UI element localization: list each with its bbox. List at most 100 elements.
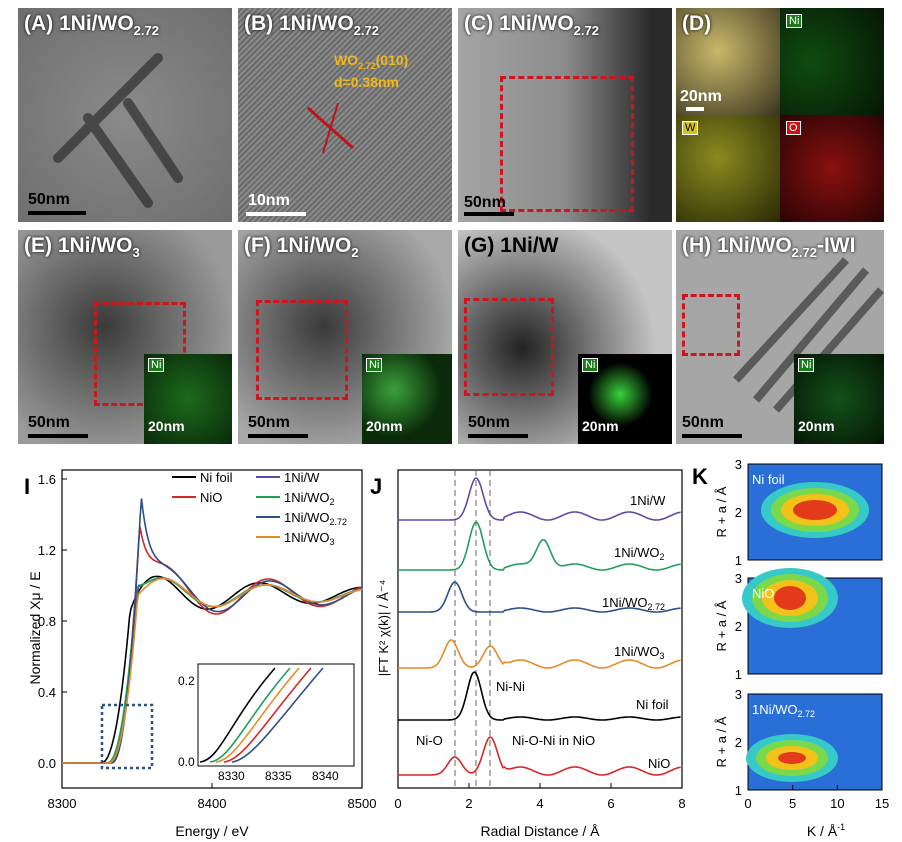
xtick-i-0: 8300 <box>48 796 77 811</box>
panel-label-g: (G) 1Ni/W <box>464 234 559 257</box>
panel-c: (C) 1Ni/WO2.72 50nm <box>458 8 672 222</box>
curve-ni-foil <box>62 575 362 764</box>
lattice-image <box>307 102 354 154</box>
axis-xlabel-i: Energy / eV <box>175 823 249 839</box>
ytick-k-0-2: 3 <box>735 457 742 472</box>
panel-label-c: (C) 1Ni/WO2.72 <box>464 12 599 39</box>
xtick-k-1: 5 <box>789 796 796 811</box>
panel-g: (G) 1Ni/W Ni 20nm 50nm <box>458 230 672 444</box>
selection-box-g <box>464 298 554 396</box>
ft-curve-1ni-wo272 <box>398 581 681 613</box>
selection-box-c <box>500 76 634 212</box>
map-label-k-0: Ni foil <box>752 472 785 487</box>
ft-curve-1ni-wo2 <box>398 521 681 571</box>
legend-1ni-wo2: 1Ni/WO2 <box>284 490 335 507</box>
ytick-i-0: 0.0 <box>38 756 56 771</box>
legend-1ni-wo3: 1Ni/WO3 <box>284 530 335 547</box>
xtick-j-1: 2 <box>465 796 472 811</box>
ft-exafs-curves <box>398 477 681 776</box>
inset-xtick-3: 8340 <box>312 769 339 783</box>
series-label-j-4: 1Ni/WO3 <box>614 644 665 661</box>
panel-label-e: (E) 1Ni/WO3 <box>24 234 140 261</box>
panel-f: (F) 1Ni/WO2 Ni 20nm 50nm <box>238 230 452 444</box>
ft-curve-1ni-w <box>398 477 681 521</box>
series-label-j-2: 1Ni/WO2 <box>614 545 665 562</box>
ytick-i-2: 0.8 <box>38 614 56 629</box>
chart-label-j: J <box>370 474 382 499</box>
legend-nio: NiO <box>200 490 222 505</box>
inset-curve-1 <box>223 667 312 763</box>
eds-inset-h: Ni 20nm <box>794 354 884 444</box>
axis-ylabel-k-2: R + a / Å <box>714 716 729 767</box>
ft-curve-nio <box>398 736 681 776</box>
annotation-ni-ni: Ni-Ni <box>496 679 525 694</box>
xtick-j-2: 4 <box>536 796 543 811</box>
legend-1ni-w: 1Ni/W <box>284 470 320 485</box>
annotation-ni-o-ni: Ni-O-Ni in NiO <box>512 733 595 748</box>
panel-label-f: (F) 1Ni/WO2 <box>244 234 359 261</box>
tag-w-d: W <box>682 121 699 135</box>
annotation-ni-o: Ni-O <box>416 733 443 748</box>
scale-label-a: 50nm <box>28 191 70 208</box>
plot-frame-i <box>61 469 363 789</box>
tag-o-d: O <box>786 121 801 135</box>
scale-label-d: 20nm <box>680 88 722 105</box>
panel-b: (B) 1Ni/WO2.72 WO2.72(010) d=0.38nm 10nm <box>238 8 452 222</box>
inset-curve-0 <box>209 667 291 763</box>
tag-ni-d: Ni <box>786 14 803 28</box>
chart-i: I 0.0 0.4 0.8 1.2 1.6 8300 8400 8500 Energy / … <box>24 469 377 839</box>
selection-box-f <box>256 300 348 400</box>
inset-curve-4 <box>199 667 276 763</box>
inset-ytick-1: 0.0 <box>178 755 195 769</box>
xtick-i-2: 8500 <box>348 796 377 811</box>
map-1ni-wo272: 1 2 3 R + a / Å 1Ni/WO2.72 <box>714 687 883 798</box>
zoom-box-i <box>100 703 154 770</box>
axis-ylabel-i: Normalized Xμ / E <box>27 571 43 684</box>
axis-xlabel-k: K / Å-1 <box>807 822 845 839</box>
xtick-k-2: 10 <box>830 796 844 811</box>
selection-box-h <box>682 294 740 356</box>
scale-label-f: 50nm <box>248 414 290 431</box>
inset-ytick-2: 0.2 <box>178 674 195 688</box>
ytick-i-1: 0.4 <box>38 685 56 700</box>
axis-ylabel-k-1: R + a / Å <box>714 600 729 651</box>
axis-ylabel-j: |FT K² χ(k)| / Å⁻⁴ <box>376 580 391 677</box>
nanorod-image <box>53 53 183 208</box>
xtick-k-3: 15 <box>875 796 889 811</box>
panel-h: (H) 1Ni/WO2.72-IWI Ni 20nm 50nm <box>676 230 884 444</box>
ytick-i-3: 1.2 <box>38 543 56 558</box>
scale-label-b: 10nm <box>248 192 290 209</box>
scale-label-g: 50nm <box>468 414 510 431</box>
series-label-j-6: NiO <box>648 756 670 771</box>
chart-label-i: I <box>24 474 30 499</box>
panel-label-h: (H) 1Ni/WO2.72-IWI <box>682 234 856 261</box>
panel-label-d: (D) <box>682 12 712 35</box>
map-label-k-1: NiO <box>752 586 774 601</box>
axis-xlabel-j: Radial Distance / Å <box>480 823 600 839</box>
inset-i: 8330 8335 8340 0.0 0.2 <box>178 663 355 783</box>
panel-label-b: (B) 1Ni/WO2.72 <box>244 12 379 39</box>
nanorod-bundle-image <box>733 257 884 413</box>
inset-curve-3 <box>215 667 300 763</box>
plot-frame-j <box>397 469 683 789</box>
ytick-k-1-0: 1 <box>735 667 742 682</box>
scale-label-e: 50nm <box>28 414 70 431</box>
eds-inset-e: Ni 20nm <box>144 354 232 444</box>
ytick-k-0-0: 1 <box>735 553 742 568</box>
eds-inset-g: Ni 20nm <box>578 354 672 444</box>
series-label-j-3: 1Ni/WO2.72 <box>602 595 665 612</box>
ytick-k-0-1: 2 <box>735 505 742 520</box>
ytick-k-1-1: 2 <box>735 619 742 634</box>
series-label-j-5: Ni foil <box>636 697 669 712</box>
ft-curve-ni-foil <box>398 671 681 721</box>
xtick-k-0: 0 <box>744 796 751 811</box>
scale-label-c: 50nm <box>464 194 506 211</box>
inset-xtick-2: 8335 <box>265 769 292 783</box>
ytick-k-2-2: 3 <box>735 687 742 702</box>
xtick-i-1: 8400 <box>198 796 227 811</box>
scale-label-h: 50nm <box>682 414 724 431</box>
ft-curve-1ni-wo3 <box>398 639 681 669</box>
xanes-curves <box>62 498 363 764</box>
curve-1ni-wo2 <box>62 577 363 764</box>
